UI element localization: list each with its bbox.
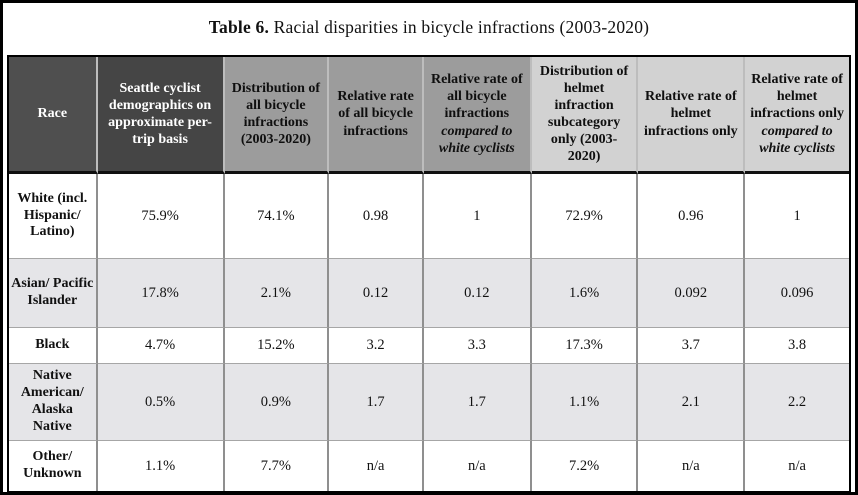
table-cell: 0.12 — [329, 258, 424, 327]
table-cell: 4.7% — [97, 327, 225, 363]
table-cell: 1.7 — [329, 363, 424, 440]
table-cell: 1 — [793, 207, 801, 224]
col-header-text: Relative rate of helmet infractions only — [643, 89, 738, 139]
table-cell: 7.7% — [224, 440, 330, 491]
table-cell: 1.7 — [423, 363, 532, 440]
table-caption: Table 6. Racial disparities in bicycle i… — [3, 3, 855, 55]
col-header-relative-rate-helmet: Relative rate of helmet infractions only — [638, 57, 746, 174]
header-row: Race Seattle cyclist demographics on app… — [9, 57, 849, 174]
col-header-race: Race — [9, 57, 98, 174]
table-cell: 72.9% — [532, 174, 639, 258]
table-cell: 3.2 — [329, 327, 424, 363]
col-header-text: Relative rate of helmet infractions only — [750, 72, 844, 122]
col-header-text: Seattle cyclist demographics on approxim… — [108, 80, 212, 148]
table-cell: 7.2% — [531, 440, 639, 491]
table-cell: 0.092 — [638, 258, 746, 327]
row-header-other-unknown: Other/ Unknown — [9, 440, 98, 491]
table-cell: 1 — [424, 174, 532, 258]
table-cell: 74.1% — [225, 174, 330, 258]
table-cell: 2.1% — [224, 258, 330, 327]
table-cell: 2.1 — [638, 363, 746, 440]
col-header-italic-text: compared to white cyclists — [759, 123, 836, 156]
table-cell: n/a — [745, 440, 849, 491]
col-header-demographics: Seattle cyclist demographics on approxim… — [97, 57, 225, 174]
table-cell: 0.98 — [329, 174, 424, 258]
col-header-text: Distribution of helmet infraction subcat… — [539, 63, 629, 165]
table-cell: 0.9% — [224, 363, 330, 440]
table-cell: 0.096 — [745, 258, 849, 327]
table-row-native-american-alaska-native: Native American/ Alaska Native 0.5% 0.9%… — [9, 363, 849, 440]
table-caption-label: Table 6. — [208, 17, 270, 37]
table-row-black: Black 4.7% 15.2% 3.2 3.3 17.3% 3.7 3.8 — [9, 327, 849, 363]
row-header-native-american-alaska-native: Native American/ Alaska Native — [9, 363, 98, 440]
col-header-text: Distribution of all bicycle infractions … — [231, 80, 321, 148]
table-cell: 3.7 — [638, 327, 746, 363]
table-cell: 15.2% — [224, 327, 330, 363]
col-header-italic-text: compared to white cyclists — [438, 123, 515, 156]
table-cell: 1.6% — [531, 258, 639, 327]
row-header-white: White (incl. Hispanic/ Latino) — [9, 174, 98, 258]
table-row-asian-pacific-islander: Asian/ Pacific Islander 17.8% 2.1% 0.12 … — [9, 258, 849, 327]
row-header-asian-pacific-islander: Asian/ Pacific Islander — [9, 258, 98, 327]
table-cell: 0.5% — [97, 363, 225, 440]
table-cell: 1.1% — [97, 440, 225, 491]
table-cell: 75.9% — [98, 174, 225, 258]
table-cell: 2.2 — [745, 363, 849, 440]
table-cell: n/a — [329, 440, 424, 491]
col-header-text: Relative rate of all bicycle infractions — [337, 89, 414, 139]
table-cell: 0.12 — [423, 258, 532, 327]
table-cell: n/a — [423, 440, 532, 491]
table-caption-text: Racial disparities in bicycle infraction… — [273, 17, 650, 37]
table-row-other-unknown: Other/ Unknown 1.1% 7.7% n/a n/a 7.2% n/… — [9, 440, 849, 491]
table-row-white: White (incl. Hispanic/ Latino) 75.9% 74.… — [9, 174, 849, 258]
table-cell: 3.8 — [745, 327, 849, 363]
col-header-text: Race — [37, 106, 68, 122]
col-header-relative-rate-all: Relative rate of all bicycle infractions — [329, 57, 424, 174]
col-header-relative-rate-helmet-vs-white: Relative rate of helmet infractions only… — [745, 57, 849, 174]
col-header-distribution-all: Distribution of all bicycle infractions … — [224, 57, 330, 174]
table-cell: 17.3% — [531, 327, 639, 363]
table-cell: 3.3 — [423, 327, 532, 363]
table-cell: 1.1% — [531, 363, 639, 440]
table-cell: 0.96 — [638, 174, 746, 258]
col-header-relative-rate-all-vs-white: Relative rate of all bicycle infractions… — [423, 57, 532, 174]
table-cell: n/a — [638, 440, 746, 491]
col-header-distribution-helmet: Distribution of helmet infraction subcat… — [531, 57, 639, 174]
table-cell: 17.8% — [97, 258, 225, 327]
row-header-black: Black — [9, 327, 98, 363]
racial-disparities-table: Race Seattle cyclist demographics on app… — [7, 55, 851, 493]
col-header-text: Relative rate of all bicycle infractions — [430, 72, 523, 122]
